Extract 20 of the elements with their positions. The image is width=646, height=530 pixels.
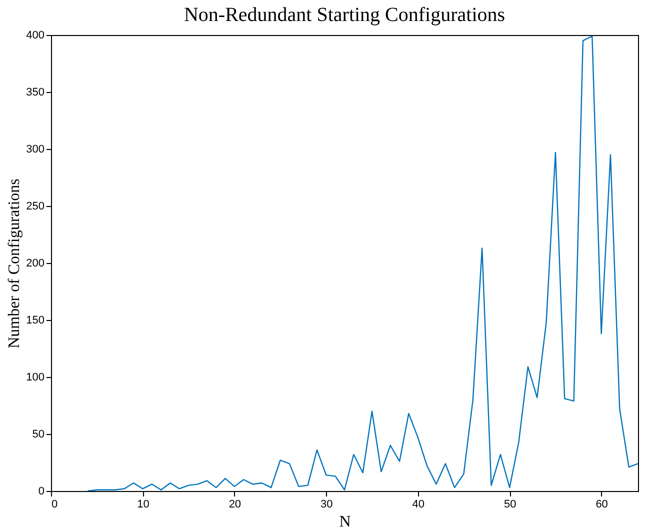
y-tick-label: 0 xyxy=(38,486,44,498)
x-tick-label: 40 xyxy=(412,498,424,510)
x-tick-label: 0 xyxy=(52,498,58,510)
x-tick-label: 50 xyxy=(504,498,516,510)
y-tick-label: 350 xyxy=(26,86,44,98)
y-axis-title: Number of Configurations xyxy=(6,178,24,348)
x-tick-label: 10 xyxy=(137,498,150,510)
x-axis-title: N xyxy=(339,514,352,530)
y-tick-label: 400 xyxy=(26,30,44,42)
y-tick-label: 250 xyxy=(26,200,44,212)
y-tick-label: 150 xyxy=(26,314,44,326)
line-series xyxy=(87,36,638,491)
chart-title: Non-Redundant Starting Configurations xyxy=(184,4,506,26)
x-tick-label: 30 xyxy=(320,498,333,510)
y-tick-label: 200 xyxy=(26,258,44,270)
y-tick-label: 300 xyxy=(26,144,44,156)
x-tick-label: 20 xyxy=(228,498,242,510)
x-tick-label: 60 xyxy=(596,498,608,510)
y-tick-label: 100 xyxy=(26,372,44,384)
y-tick-label: 50 xyxy=(32,428,44,440)
